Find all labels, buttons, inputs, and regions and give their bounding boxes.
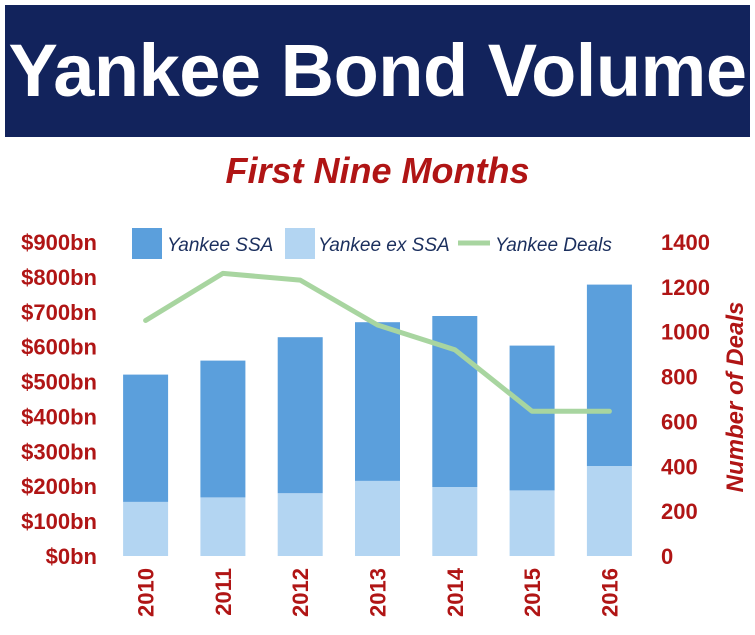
x-tick-label: 2011 (211, 568, 236, 616)
legend-label-yankee-deals: Yankee Deals (495, 235, 612, 256)
legend: Yankee SSA Yankee ex SSA Yankee Deals (132, 228, 612, 259)
left-tick-label: $500bn (21, 370, 97, 395)
right-tick-label: 0 (661, 544, 673, 569)
left-tick-label: $600bn (21, 335, 97, 360)
x-tick-label: 2012 (288, 568, 313, 617)
x-axis-ticks: 2010 2011 2012 2013 2014 2015 2016 (134, 567, 623, 617)
bar-yankee-ssa-2010 (123, 374, 169, 502)
bar-yankee-ssa-2015 (509, 345, 555, 491)
left-tick-label: $300bn (21, 439, 97, 464)
right-axis-title: Number of Deals (722, 302, 749, 493)
chart-title: Yankee Bond Volume (8, 29, 747, 112)
bar-yankee-ex-ssa-2012 (277, 493, 323, 556)
bar-yankee-ex-ssa-2016 (586, 466, 632, 556)
left-tick-label: $0bn (46, 544, 97, 569)
chart-subtitle: First Nine Months (225, 150, 530, 191)
bar-yankee-ex-ssa-2014 (432, 486, 478, 556)
left-tick-label: $200bn (21, 474, 97, 499)
right-tick-label: 800 (661, 365, 698, 390)
x-tick-label: 2015 (520, 568, 545, 617)
x-tick-label: 2016 (597, 568, 622, 617)
x-tick-label: 2014 (443, 567, 468, 617)
right-tick-label: 1200 (661, 275, 710, 300)
bar-yankee-ssa-2014 (432, 316, 478, 487)
x-tick-label: 2010 (134, 568, 159, 617)
legend-label-yankee-ex-ssa: Yankee ex SSA (318, 235, 450, 256)
right-tick-label: 1000 (661, 320, 710, 345)
left-tick-label: $400bn (21, 404, 97, 429)
bar-yankee-ssa-2011 (200, 360, 246, 498)
legend-label-yankee-ssa: Yankee SSA (167, 235, 273, 256)
left-tick-label: $900bn (21, 230, 97, 255)
legend-swatch-yankee-ex-ssa (285, 228, 315, 259)
bar-yankee-ssa-2012 (277, 337, 323, 494)
right-tick-label: 400 (661, 454, 698, 479)
bars-group (123, 284, 632, 556)
x-tick-label: 2013 (366, 568, 391, 617)
left-tick-label: $800bn (21, 265, 97, 290)
bar-yankee-ex-ssa-2011 (200, 497, 246, 556)
bar-yankee-ex-ssa-2010 (123, 501, 169, 556)
bar-yankee-ex-ssa-2013 (355, 481, 400, 556)
right-tick-label: 600 (661, 409, 698, 434)
right-tick-label: 200 (661, 499, 698, 524)
left-axis-ticks: $0bn $100bn $200bn $300bn $400bn $500bn $600bn… (21, 230, 97, 569)
bar-yankee-ssa-2016 (586, 284, 632, 466)
right-axis-ticks: 0 200 400 600 800 1000 1200 1400 (661, 230, 710, 569)
left-tick-label: $700bn (21, 300, 97, 325)
deals-line-group (143, 270, 612, 414)
right-tick-label: 1400 (661, 230, 710, 255)
legend-swatch-yankee-ssa (132, 228, 162, 259)
left-tick-label: $100bn (21, 509, 97, 534)
bar-yankee-ssa-2013 (355, 322, 400, 481)
bar-yankee-ex-ssa-2015 (509, 490, 555, 556)
title-banner: Yankee Bond Volume (5, 5, 750, 137)
